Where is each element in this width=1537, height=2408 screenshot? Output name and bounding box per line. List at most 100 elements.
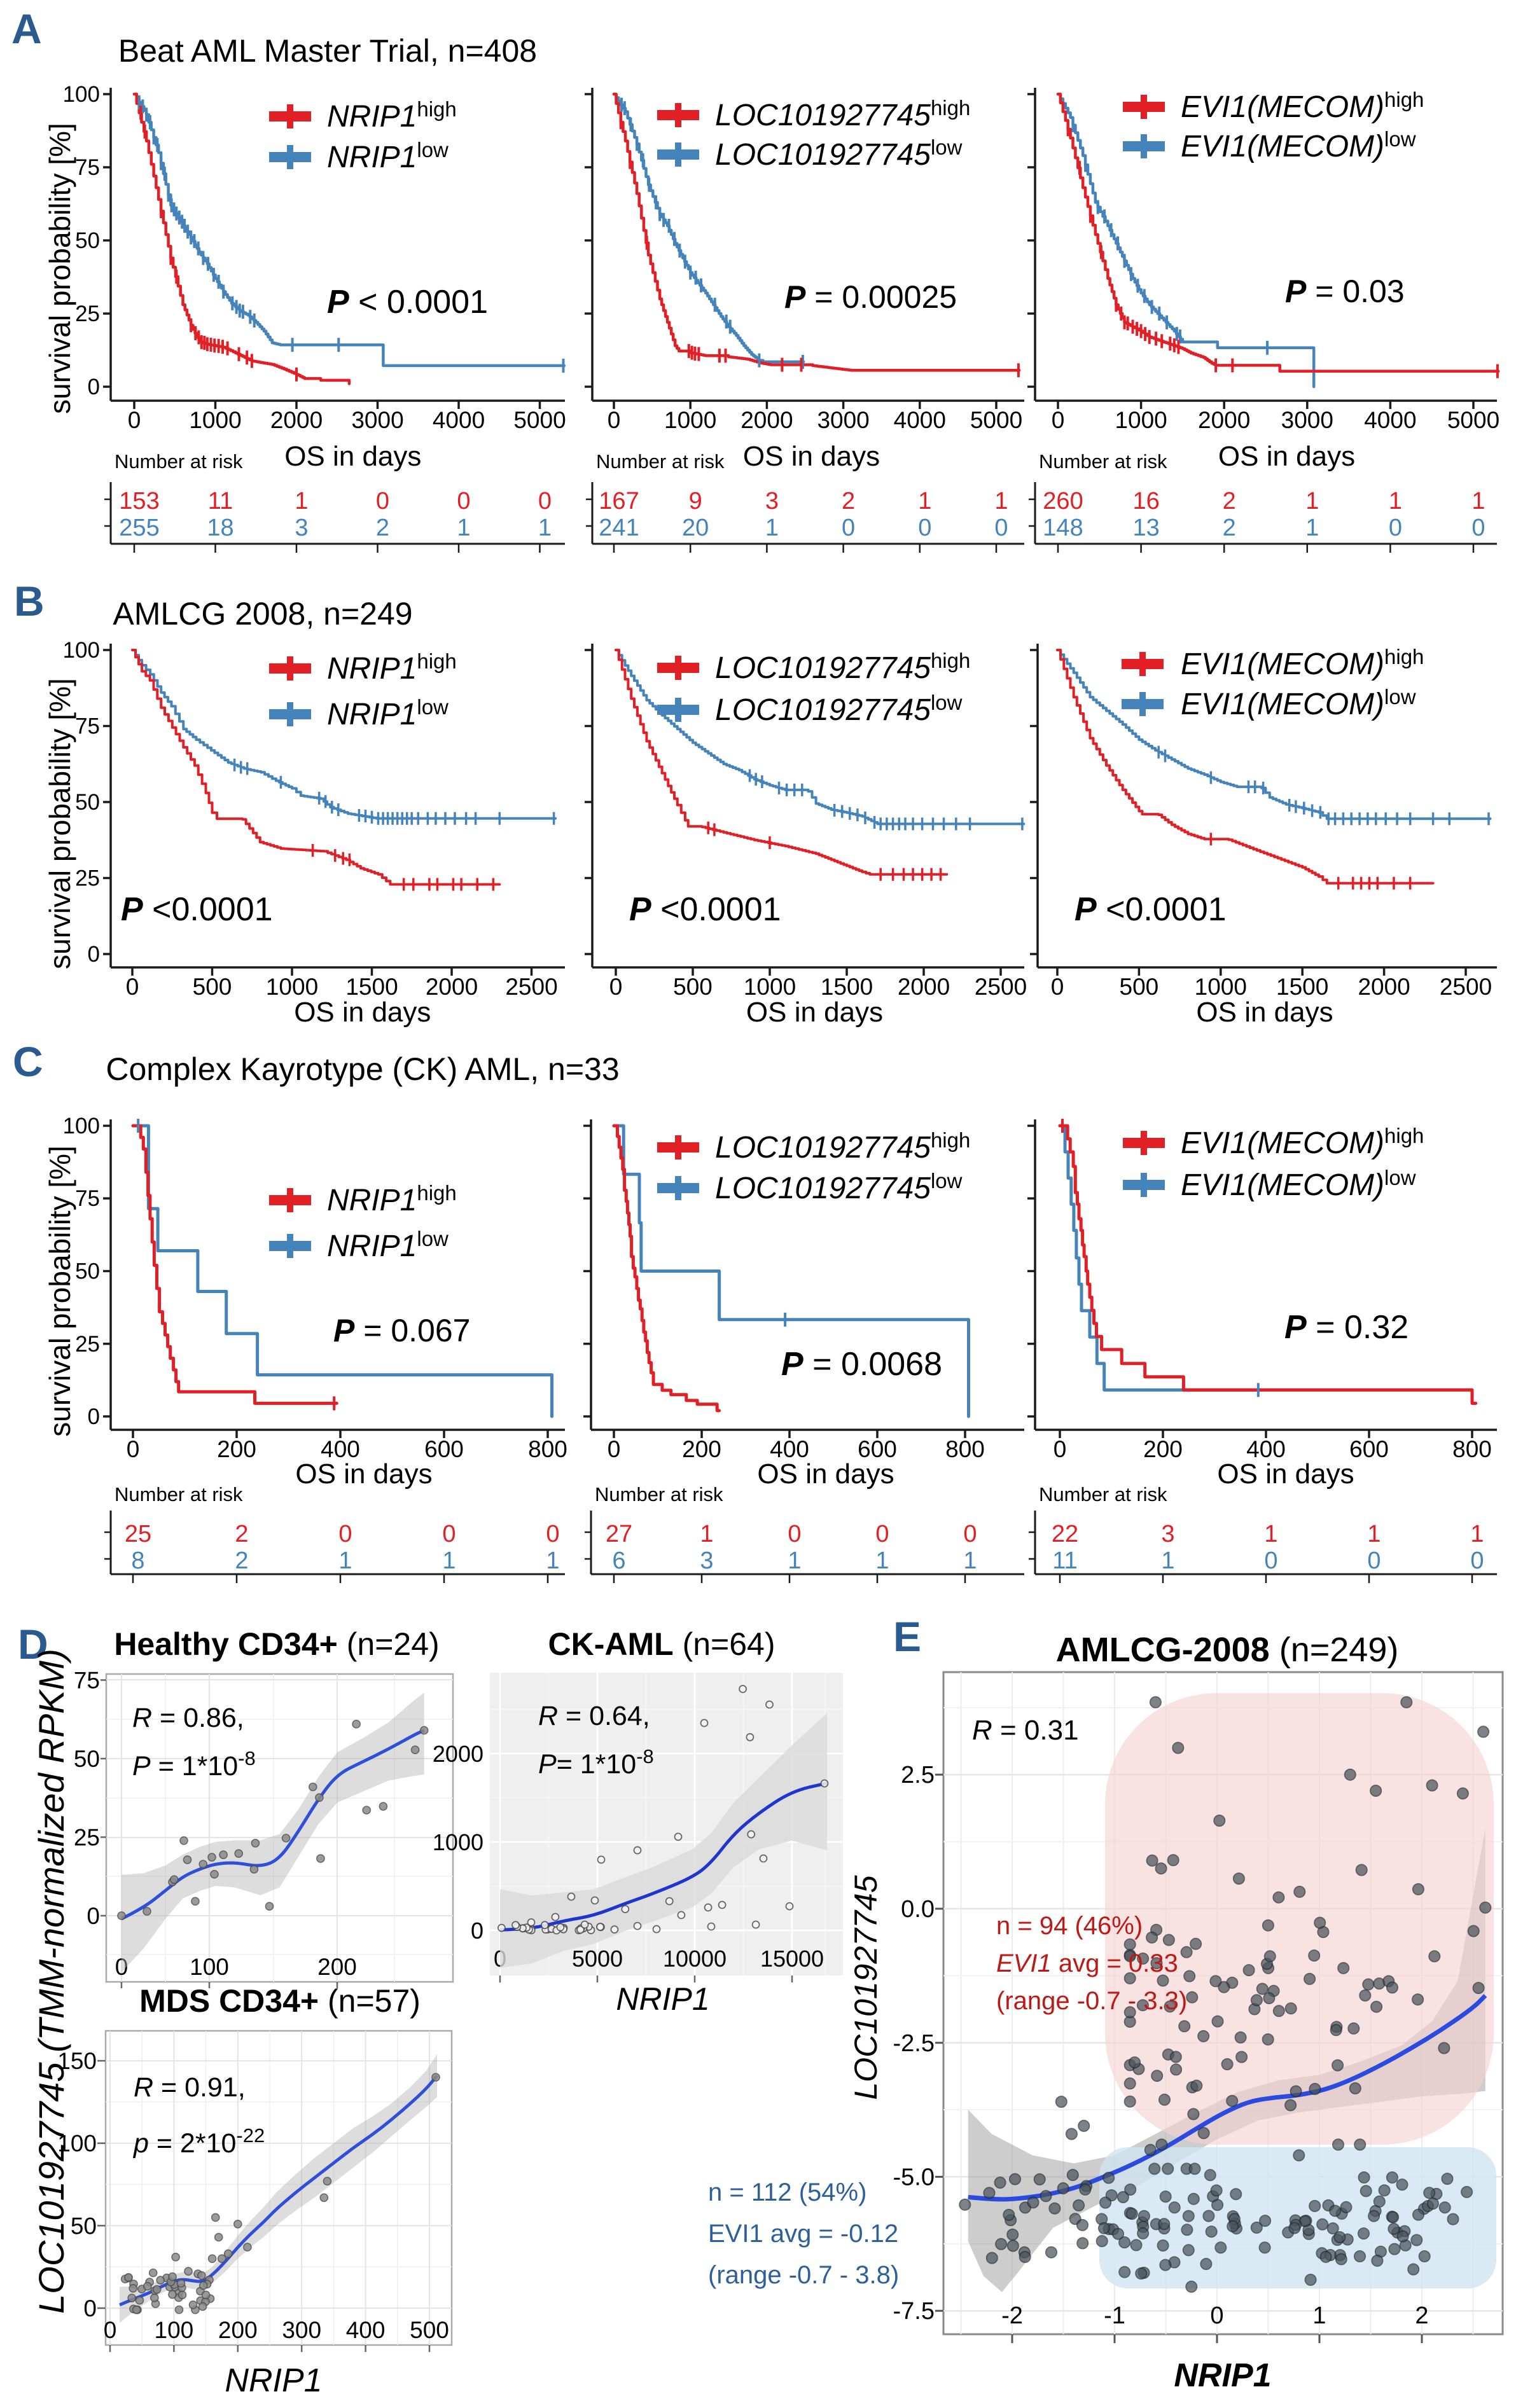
svg-text:Number at risk: Number at risk (596, 450, 725, 473)
svg-text:5000: 5000 (1447, 407, 1499, 433)
svg-text:Complex Kayrotype (CK) AML, n=: Complex Kayrotype (CK) AML, n=33 (106, 1051, 619, 1087)
svg-text:0: 0 (994, 515, 1008, 541)
svg-text:1: 1 (457, 515, 470, 541)
svg-text:2000: 2000 (1358, 974, 1410, 1000)
svg-text:EVI1(MECOM)low: EVI1(MECOM)low (1181, 127, 1416, 163)
svg-text:AMLCG-2008 (n=249): AMLCG-2008 (n=249) (1056, 1631, 1399, 1669)
svg-text:1: 1 (1470, 1521, 1484, 1547)
svg-text:0.0: 0.0 (901, 1896, 935, 1923)
svg-text:4000: 4000 (433, 407, 485, 433)
svg-text:500: 500 (1120, 974, 1159, 1000)
svg-text:50: 50 (75, 1259, 100, 1284)
svg-text:0: 0 (88, 942, 100, 967)
svg-text:3000: 3000 (817, 407, 869, 433)
svg-text:P < 0.0001: P < 0.0001 (327, 284, 488, 321)
svg-text:2.5: 2.5 (901, 1762, 935, 1789)
svg-text:1: 1 (918, 488, 931, 515)
svg-text:0: 0 (126, 974, 139, 1000)
svg-text:200: 200 (317, 1954, 357, 1980)
svg-text:1: 1 (1471, 488, 1485, 515)
svg-text:25: 25 (75, 866, 100, 891)
svg-text:OS in days: OS in days (1218, 441, 1355, 472)
svg-text:6: 6 (612, 1547, 625, 1574)
svg-text:R = 0.91,: R = 0.91, (134, 2072, 246, 2103)
svg-text:2: 2 (235, 1547, 248, 1574)
svg-text:EVI1(MECOM)high: EVI1(MECOM)high (1181, 88, 1424, 124)
svg-text:R = 0.31: R = 0.31 (972, 1715, 1079, 1746)
svg-text:CK-AML (n=64): CK-AML (n=64) (548, 1626, 775, 1662)
svg-text:0: 0 (1051, 974, 1064, 1000)
svg-text:0: 0 (104, 2317, 117, 2343)
svg-text:0: 0 (338, 1521, 352, 1547)
svg-text:MDS CD34+ (n=57): MDS CD34+ (n=57) (139, 1983, 421, 2019)
svg-text:0: 0 (83, 2295, 97, 2322)
svg-text:Number at risk: Number at risk (1039, 450, 1167, 473)
svg-text:25: 25 (75, 1332, 100, 1357)
svg-text:n = 112 (54%): n = 112 (54%) (708, 2178, 866, 2206)
svg-text:0: 0 (608, 1436, 621, 1462)
svg-text:0: 0 (842, 515, 855, 541)
svg-text:200: 200 (682, 1436, 721, 1462)
svg-text:1000: 1000 (189, 407, 241, 433)
svg-text:Number at risk: Number at risk (1039, 1483, 1167, 1505)
svg-text:2: 2 (1415, 2302, 1428, 2329)
svg-text:1000: 1000 (1195, 974, 1247, 1000)
svg-text:P <0.0001: P <0.0001 (1075, 891, 1227, 928)
svg-text:200: 200 (218, 2317, 258, 2343)
svg-text:NRIP1: NRIP1 (1174, 2357, 1271, 2394)
svg-text:0: 0 (788, 1521, 801, 1547)
svg-text:EVI1(MECOM)low: EVI1(MECOM)low (1181, 685, 1416, 721)
svg-text:200: 200 (217, 1436, 256, 1462)
svg-text:2: 2 (1223, 515, 1236, 541)
svg-text:(range -0.7 - 3.8): (range -0.7 - 3.8) (708, 2261, 899, 2289)
svg-text:27: 27 (606, 1521, 632, 1547)
svg-text:OS in days: OS in days (1196, 997, 1333, 1028)
svg-text:9: 9 (689, 488, 702, 515)
svg-text:survival probability [%]: survival probability [%] (43, 678, 76, 969)
svg-text:LOC101927745low: LOC101927745low (715, 135, 963, 172)
svg-text:13: 13 (1132, 515, 1159, 541)
svg-text:EVI1(MECOM)low: EVI1(MECOM)low (1181, 1166, 1416, 1202)
svg-text:25: 25 (75, 301, 100, 326)
svg-text:0: 0 (471, 1918, 483, 1944)
svg-text:16: 16 (1132, 488, 1159, 515)
svg-text:100: 100 (63, 638, 100, 663)
svg-text:-1: -1 (1104, 2302, 1125, 2329)
svg-text:1: 1 (1312, 2302, 1326, 2329)
svg-text:800: 800 (945, 1436, 985, 1462)
svg-text:-5.0: -5.0 (893, 2164, 935, 2191)
svg-text:1: 1 (765, 515, 779, 541)
svg-text:0: 0 (918, 515, 931, 541)
svg-text:3000: 3000 (351, 407, 403, 433)
svg-text:survival probability [%]: survival probability [%] (43, 1145, 76, 1437)
svg-text:2500: 2500 (1440, 974, 1492, 1000)
svg-text:P = 0.067: P = 0.067 (333, 1313, 470, 1348)
svg-text:0: 0 (608, 407, 621, 433)
svg-text:NRIP1low: NRIP1low (327, 1227, 449, 1263)
svg-text:2000: 2000 (433, 1741, 483, 1767)
svg-text:R = 0.86,: R = 0.86, (132, 1703, 244, 1733)
svg-text:0: 0 (1389, 515, 1402, 541)
svg-text:2000: 2000 (426, 974, 478, 1000)
svg-text:500: 500 (673, 974, 713, 1000)
svg-text:NRIP1high: NRIP1high (327, 97, 457, 134)
svg-text:1500: 1500 (345, 974, 398, 1000)
svg-text:255: 255 (119, 515, 159, 541)
svg-text:NRIP1high: NRIP1high (327, 1181, 457, 1217)
svg-text:AMLCG 2008, n=249: AMLCG 2008, n=249 (113, 596, 412, 632)
svg-text:A: A (11, 5, 42, 52)
svg-text:0: 0 (1471, 515, 1485, 541)
svg-text:153: 153 (119, 488, 159, 515)
svg-text:1: 1 (788, 1547, 801, 1574)
svg-text:100: 100 (155, 2317, 194, 2343)
svg-text:LOC101927745high: LOC101927745high (715, 1128, 970, 1165)
svg-text:OS in days: OS in days (295, 1458, 432, 1490)
svg-text:0: 0 (88, 375, 100, 399)
svg-text:1000: 1000 (744, 974, 796, 1000)
svg-text:25: 25 (74, 1825, 100, 1851)
svg-text:2: 2 (376, 515, 389, 541)
svg-text:50: 50 (71, 2213, 97, 2239)
svg-text:241: 241 (599, 515, 639, 541)
svg-text:P = 0.32: P = 0.32 (1284, 1309, 1408, 1346)
svg-text:2: 2 (235, 1521, 248, 1547)
